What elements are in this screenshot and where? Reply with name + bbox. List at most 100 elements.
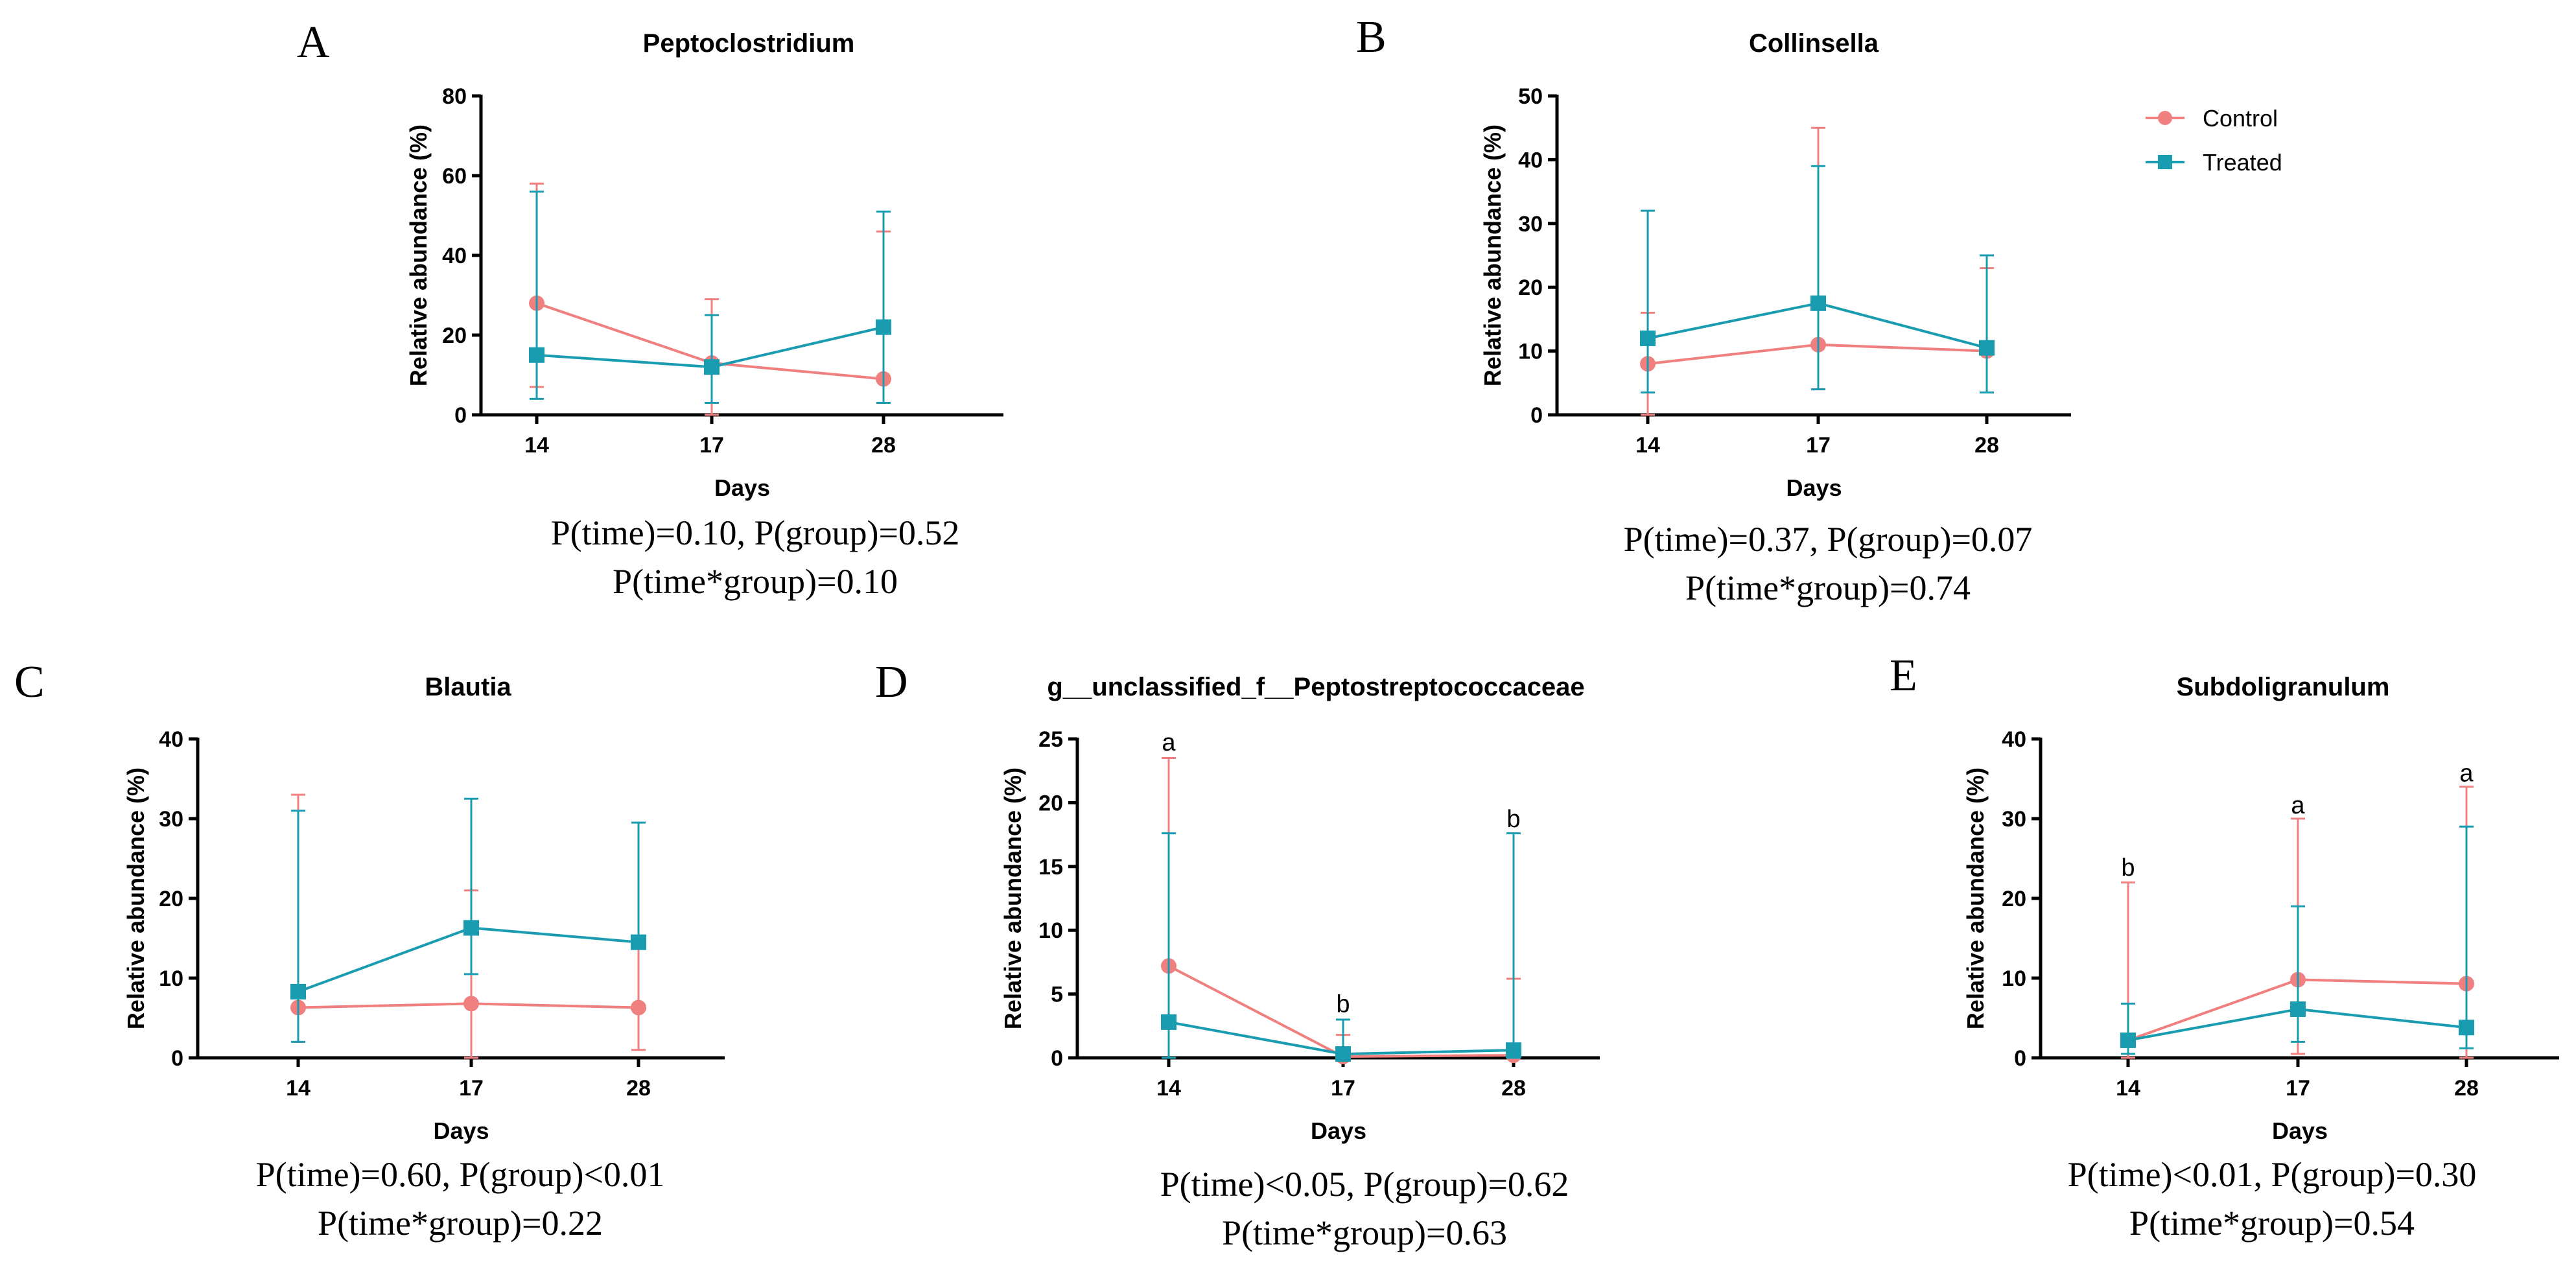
significance-letter: a xyxy=(2291,792,2305,819)
y-tick-label: 20 xyxy=(159,887,183,911)
panel-letter-d: D xyxy=(875,657,908,707)
significance-letter: b xyxy=(1336,990,1350,1018)
x-tick-label: 14 xyxy=(286,1076,310,1101)
y-tick-label: 20 xyxy=(1038,791,1063,815)
y-tick-label: 80 xyxy=(442,84,467,109)
treated-data-point xyxy=(463,920,479,936)
panel-d-stat-line-1: P(time)<0.05, P(group)=0.62 xyxy=(1160,1165,1569,1204)
x-tick-label: 17 xyxy=(699,433,724,458)
y-tick-label: 20 xyxy=(1518,275,1543,300)
treated-data-point xyxy=(1335,1046,1351,1062)
panel-b-title: Collinsella xyxy=(1749,29,1879,58)
x-tick-label: 14 xyxy=(524,433,549,458)
x-tick-label: 14 xyxy=(1635,433,1660,458)
treated-data-point xyxy=(1979,340,1995,356)
panel-b-plot: 0 10 20 30 40 50 14 17 28 Days Relative abundance … xyxy=(1479,84,2071,501)
control-data-point xyxy=(463,996,479,1012)
y-tick-label: 10 xyxy=(159,966,183,991)
treated-data-point xyxy=(2459,1020,2474,1036)
y-tick-label: 10 xyxy=(2002,966,2026,991)
y-tick-label: 30 xyxy=(159,807,183,832)
x-tick-label: 28 xyxy=(1974,433,1999,458)
significance-letter: b xyxy=(1506,806,1520,833)
y-tick-label: 40 xyxy=(442,244,467,268)
treated-data-point xyxy=(1161,1014,1177,1030)
y-tick-label: 40 xyxy=(1518,148,1543,172)
panel-d-plot: 0 5 10 15 20 25 14 17 28 Days Relative abundance (… xyxy=(1000,727,1600,1144)
y-tick-label: 25 xyxy=(1038,727,1063,752)
x-tick-label: 17 xyxy=(1331,1076,1355,1101)
panel-letter-c: C xyxy=(14,657,45,707)
x-tick-label: 14 xyxy=(2116,1076,2140,1101)
panel-c: C Blautia 0 10 20 30 40 14 17 28 Days Relative ab… xyxy=(14,657,725,1243)
legend: Control Treated xyxy=(2146,105,2282,176)
panel-c-plot: 0 10 20 30 40 14 17 28 Days Relative abundance (%… xyxy=(123,727,725,1144)
treated-data-point xyxy=(2290,1001,2306,1017)
panel-c-stat-line-2: P(time*group)=0.22 xyxy=(318,1204,603,1243)
panel-letter-e: E xyxy=(1890,651,1917,701)
x-tick-label: 17 xyxy=(1806,433,1831,458)
x-axis-title: Days xyxy=(2272,1117,2328,1144)
panel-e: E Subdoligranulum 0 10 20 30 40 14 17 28 Days Rel… xyxy=(1890,651,2559,1243)
x-axis-title: Days xyxy=(714,474,770,501)
panel-letter-a: A xyxy=(297,18,330,67)
treated-data-point xyxy=(1640,330,1656,346)
panel-c-stat-line-1: P(time)=0.60, P(group)<0.01 xyxy=(256,1155,665,1194)
y-axis-title: Relative abundance (%) xyxy=(123,767,149,1029)
y-tick-label: 40 xyxy=(159,727,183,752)
legend-control-marker xyxy=(2158,111,2172,125)
panel-d-stat-line-2: P(time*group)=0.63 xyxy=(1222,1213,1507,1252)
control-data-point xyxy=(631,999,646,1016)
treated-data-point xyxy=(290,983,306,999)
y-tick-label: 20 xyxy=(442,323,467,348)
panel-e-stat-line-1: P(time)<0.01, P(group)=0.30 xyxy=(2068,1155,2477,1194)
x-axis-title: Days xyxy=(433,1117,489,1144)
treated-data-point xyxy=(876,319,891,335)
panel-e-stat-line-2: P(time*group)=0.54 xyxy=(2129,1204,2415,1243)
y-axis-title: Relative abundance (%) xyxy=(1962,767,1989,1029)
legend-treated-marker xyxy=(2158,155,2172,169)
x-tick-label: 17 xyxy=(459,1076,484,1101)
x-tick-label: 28 xyxy=(2454,1076,2479,1101)
treated-data-point xyxy=(1506,1042,1521,1058)
y-tick-label: 30 xyxy=(2002,807,2026,832)
y-tick-label: 10 xyxy=(1518,340,1543,364)
y-tick-label: 30 xyxy=(1518,212,1543,237)
panel-c-title: Blautia xyxy=(425,673,511,701)
treated-data-point xyxy=(704,359,720,375)
panel-d: D g__unclassified_f__Peptostreptococcace… xyxy=(875,657,1600,1252)
panel-b-stat-line-1: P(time)=0.37, P(group)=0.07 xyxy=(1624,520,2033,559)
y-tick-label: 0 xyxy=(1051,1046,1063,1071)
panel-letter-b: B xyxy=(1356,12,1387,62)
panel-a-stat-line-2: P(time*group)=0.10 xyxy=(613,562,898,601)
x-axis-title: Days xyxy=(1786,474,1842,501)
panel-a-title: Peptoclostridium xyxy=(643,29,855,58)
x-tick-label: 28 xyxy=(626,1076,651,1101)
y-tick-label: 0 xyxy=(454,403,467,428)
legend-control-label: Control xyxy=(2203,105,2278,132)
panel-a: A Peptoclostridium 0 20 40 60 80 14 17 28 Days Re… xyxy=(297,18,1003,601)
significance-letter: b xyxy=(2121,854,2135,882)
y-axis-title: Relative abundance (%) xyxy=(1000,767,1026,1029)
legend-treated-label: Treated xyxy=(2203,149,2282,176)
y-tick-label: 5 xyxy=(1051,983,1063,1007)
y-tick-label: 0 xyxy=(1530,403,1543,428)
y-tick-label: 50 xyxy=(1518,84,1543,109)
treated-series-line xyxy=(298,926,639,993)
panel-d-title: g__unclassified_f__Peptostreptococcaceae xyxy=(1047,673,1584,701)
x-tick-label: 17 xyxy=(2286,1076,2310,1101)
y-tick-label: 40 xyxy=(2002,727,2026,752)
y-axis-title: Relative abundance (%) xyxy=(1479,124,1506,386)
panel-a-plot: 0 20 40 60 80 14 17 28 Days Relative abundance (%… xyxy=(405,84,1003,501)
treated-data-point xyxy=(631,934,646,950)
panel-e-plot: 0 10 20 30 40 14 17 28 Days Relative abundance (%… xyxy=(1962,727,2559,1144)
x-tick-label: 28 xyxy=(1501,1076,1526,1101)
panel-b-stat-line-2: P(time*group)=0.74 xyxy=(1685,568,1971,607)
panel-b: B Collinsella 0 10 20 30 40 50 14 17 28 Days Relat… xyxy=(1356,12,2071,607)
y-tick-label: 0 xyxy=(171,1046,183,1071)
y-axis-title: Relative abundance (%) xyxy=(405,124,432,386)
y-tick-label: 60 xyxy=(442,164,467,189)
y-tick-label: 0 xyxy=(2014,1046,2026,1071)
y-tick-label: 15 xyxy=(1038,855,1063,880)
treated-data-point xyxy=(1810,295,1826,311)
